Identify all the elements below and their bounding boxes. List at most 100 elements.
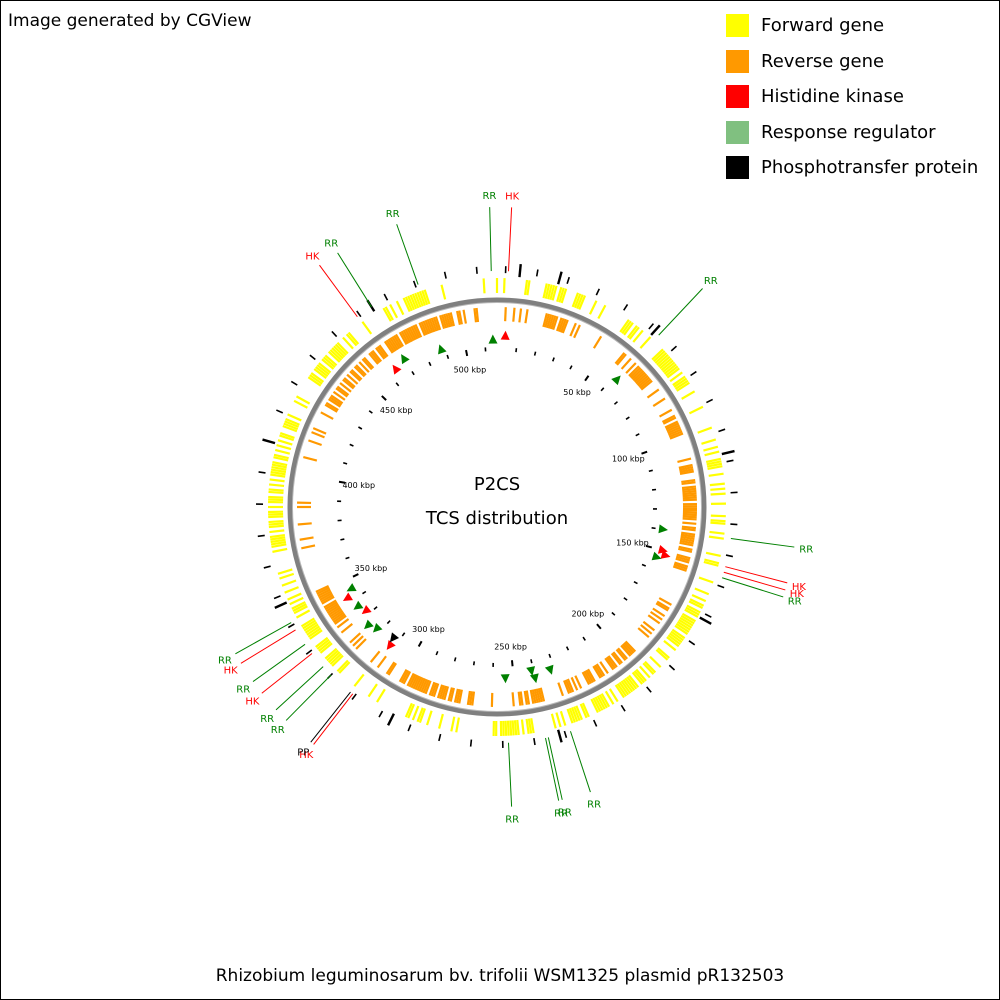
rr-callout-line — [252, 643, 306, 682]
forward-gene — [652, 350, 666, 363]
forward-gene — [316, 638, 330, 650]
reverse-gene — [529, 689, 535, 704]
outer-tick — [648, 323, 655, 330]
reverse-gene — [473, 308, 478, 323]
forward-gene — [635, 668, 647, 682]
reverse-gene — [658, 597, 672, 606]
forward-gene — [698, 576, 714, 584]
forward-gene — [688, 405, 704, 415]
plasmid-caption: Rhizobium leguminosarum bv. trifolii WSM… — [215, 966, 785, 986]
rr-callout-label: RR — [554, 808, 568, 819]
forward-gene — [342, 336, 354, 350]
hk-marker — [660, 550, 671, 559]
forward-gene — [679, 616, 694, 627]
ruler-label: 350 kbp — [355, 564, 388, 573]
forward-gene — [300, 617, 315, 628]
reverse-gene — [605, 656, 617, 670]
forward-gene — [279, 432, 295, 439]
forward-gene — [382, 307, 392, 322]
legend-label-response-regulator: Response regulator — [761, 121, 936, 143]
forward-gene — [596, 695, 606, 710]
hk-callout-line — [725, 566, 788, 584]
ruler-tick — [340, 538, 345, 541]
forward-gene — [285, 417, 300, 426]
reverse-gene — [447, 687, 453, 702]
reverse-gene — [400, 330, 410, 345]
reverse-gene — [420, 678, 428, 693]
reverse-gene — [519, 691, 524, 706]
forward-gene — [271, 465, 287, 471]
outer-tick — [706, 398, 714, 404]
rr-marker — [401, 354, 410, 365]
forward-gene — [576, 294, 584, 309]
reverse-gene — [346, 373, 359, 385]
reverse-gene — [559, 318, 567, 333]
ruler-label: 500 kbp — [454, 366, 487, 375]
reverse-gene — [557, 682, 564, 697]
forward-gene — [568, 707, 576, 723]
forward-gene — [704, 558, 720, 565]
reverse-gene — [542, 313, 548, 328]
outer-tick — [533, 737, 536, 746]
forward-gene — [666, 367, 680, 379]
forward-gene — [361, 321, 373, 335]
reverse-gene — [620, 357, 632, 370]
outer-tick — [351, 693, 357, 701]
forward-gene — [657, 647, 670, 659]
forward-gene — [670, 630, 684, 642]
reverse-gene — [669, 432, 684, 440]
forward-gene — [279, 434, 295, 442]
reverse-gene — [319, 592, 333, 601]
rr-callout-label: RR — [788, 597, 802, 608]
outer-tick — [331, 330, 338, 338]
forward-gene — [632, 329, 644, 343]
forward-gene — [509, 720, 513, 736]
outer-tick — [258, 471, 266, 474]
ruler-tick — [343, 462, 348, 465]
ruler-tick — [428, 361, 432, 367]
outer-tick-major — [556, 271, 563, 285]
reverse-gene — [471, 691, 476, 706]
reverse-gene — [612, 651, 623, 664]
reverse-gene — [681, 531, 696, 536]
forward-gene — [268, 490, 284, 495]
reverse-gene — [664, 420, 679, 429]
reverse-gene — [414, 323, 423, 338]
reverse-gene — [342, 378, 355, 390]
forward-gene — [270, 538, 286, 544]
center-subtitle: TCS distribution — [425, 508, 568, 529]
reverse-gene — [402, 670, 412, 685]
forward-gene — [547, 284, 553, 300]
reverse-gene — [678, 463, 693, 469]
reverse-gene — [539, 687, 546, 702]
reverse-gene — [592, 665, 602, 679]
forward-gene — [268, 519, 284, 524]
hk-callout-line — [261, 653, 313, 694]
ruler-label: 100 kbp — [612, 455, 645, 464]
ruler-label: 300 kbp — [412, 625, 445, 634]
ruler-tick — [611, 611, 616, 616]
rr-callout-label: RR — [558, 808, 572, 819]
forward-gene — [573, 706, 581, 721]
ruler-tick — [472, 661, 476, 666]
outer-tick — [356, 310, 362, 318]
reverse-gene — [523, 690, 528, 705]
reverse-gene — [355, 364, 367, 376]
reverse-gene — [682, 517, 697, 521]
ruler-tick — [582, 636, 586, 641]
reverse-gene — [561, 319, 569, 334]
reverse-gene — [414, 676, 423, 691]
reverse-gene — [402, 329, 412, 344]
rr-marker — [488, 334, 498, 344]
outer-tick — [443, 271, 447, 279]
reverse-gene — [324, 403, 338, 413]
ruler-tick — [635, 433, 640, 437]
ruler-tick — [600, 387, 605, 392]
rr-callout-label: RR — [505, 815, 519, 826]
ruler-tick — [648, 469, 653, 473]
reverse-gene — [439, 314, 446, 330]
reverse-gene — [592, 335, 603, 349]
forward-gene — [560, 288, 568, 304]
ruler-tick — [453, 657, 457, 662]
forward-gene — [293, 399, 308, 409]
